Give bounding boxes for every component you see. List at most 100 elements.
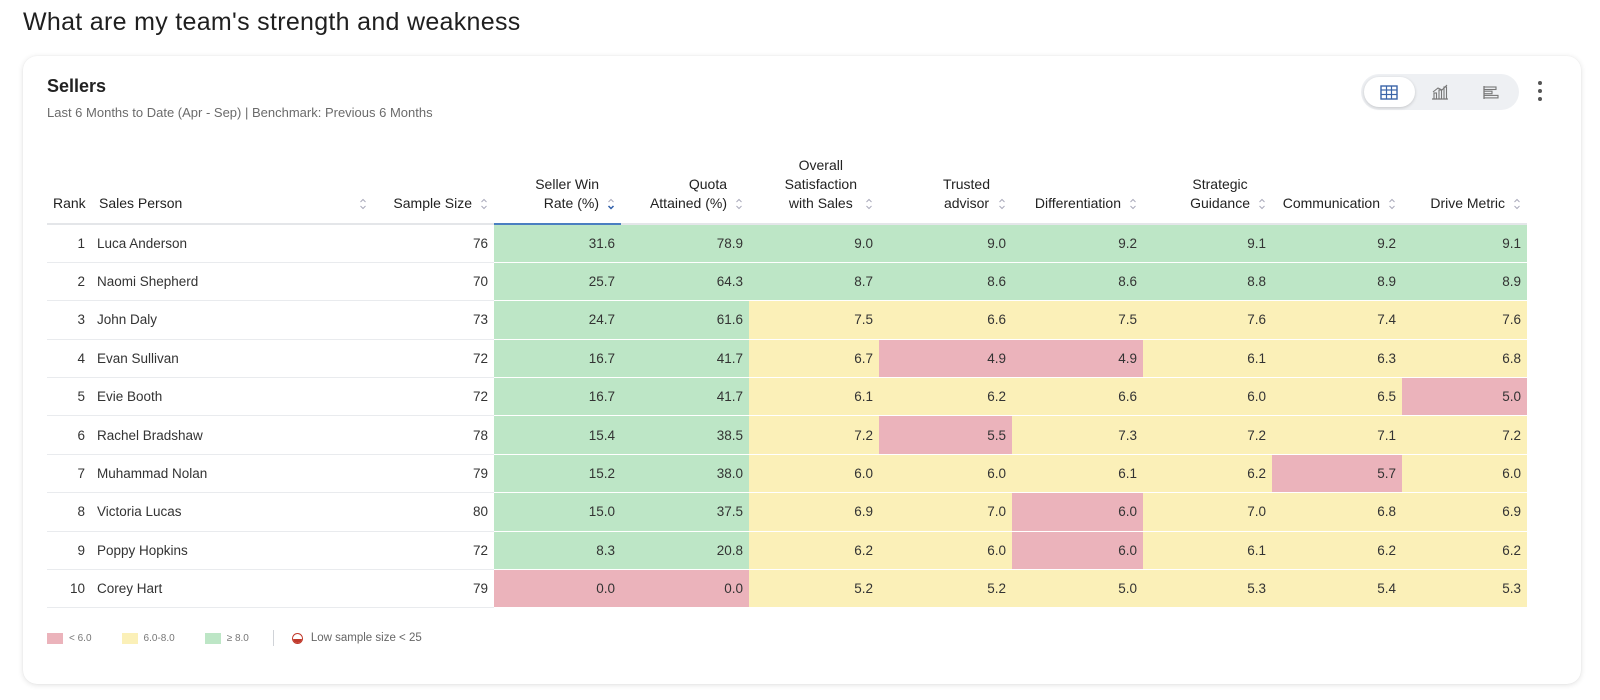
- cell-communication: 6.2: [1272, 531, 1402, 571]
- cell-trusted-advisor: 6.2: [879, 377, 1012, 417]
- column-header-trusted-advisor[interactable]: Trusted advisor: [879, 148, 1012, 225]
- cell-overall-satisfaction: 6.0: [749, 454, 879, 494]
- cell-rank: 8: [47, 492, 93, 532]
- cell-seller-win-rate: 16.7: [494, 377, 621, 417]
- cell-strategic-guidance: 5.3: [1143, 569, 1272, 609]
- table-row[interactable]: 8 Victoria Lucas 80 15.0 37.5 6.9 7.0 6.0 7.0 6.8…: [47, 492, 1527, 532]
- column-header-strategic-guidance[interactable]: Strategic Guidance: [1143, 148, 1272, 225]
- sort-descending-icon[interactable]: [607, 197, 615, 211]
- table-row[interactable]: 7 Muhammad Nolan 79 15.2 38.0 6.0 6.0 6.1 6.2 5.7…: [47, 454, 1527, 494]
- cell-overall-satisfaction: 6.2: [749, 531, 879, 571]
- cell-seller-win-rate: 8.3: [494, 531, 621, 571]
- cell-sales-person: Evie Booth: [93, 377, 373, 417]
- sort-icon[interactable]: [1513, 197, 1521, 211]
- cell-quota-attained: 41.7: [621, 377, 749, 417]
- cell-quota-attained: 78.9: [621, 224, 749, 263]
- cell-seller-win-rate: 16.7: [494, 339, 621, 379]
- card-subtitle: Last 6 Months to Date (Apr - Sep) | Benc…: [47, 105, 433, 120]
- cell-differentiation: 9.2: [1012, 224, 1143, 263]
- sort-icon[interactable]: [735, 197, 743, 211]
- cell-quota-attained: 38.5: [621, 415, 749, 455]
- cell-overall-satisfaction: 5.2: [749, 569, 879, 609]
- cell-quota-attained: 61.6: [621, 300, 749, 340]
- legend-swatch-yellow: [121, 632, 138, 644]
- cell-sales-person: Evan Sullivan: [93, 339, 373, 379]
- sort-icon[interactable]: [865, 197, 873, 211]
- chart-view-icon: [1432, 84, 1448, 100]
- column-header-seller-win-rate[interactable]: Seller Win Rate (%): [494, 148, 621, 225]
- cell-rank: 9: [47, 531, 93, 571]
- table-body: 1 Luca Anderson 76 31.6 78.9 9.0 9.0 9.2 9.1 9.2 9…: [47, 224, 1527, 609]
- cell-seller-win-rate: 15.0: [494, 492, 621, 532]
- column-header-communication[interactable]: Communication: [1272, 148, 1402, 225]
- cell-trusted-advisor: 4.9: [879, 339, 1012, 379]
- chart-view-button[interactable]: [1415, 77, 1466, 107]
- cell-differentiation: 8.6: [1012, 262, 1143, 302]
- legend-swatch-green: [204, 632, 221, 644]
- cell-rank: 6: [47, 415, 93, 455]
- column-header-rank: Rank: [47, 148, 93, 225]
- cell-trusted-advisor: 5.2: [879, 569, 1012, 609]
- cell-overall-satisfaction: 7.2: [749, 415, 879, 455]
- cell-communication: 5.4: [1272, 569, 1402, 609]
- sort-icon[interactable]: [359, 197, 367, 211]
- table-row[interactable]: 1 Luca Anderson 76 31.6 78.9 9.0 9.0 9.2 9.1 9.2 9…: [47, 224, 1527, 263]
- cell-communication: 9.2: [1272, 224, 1402, 263]
- cell-seller-win-rate: 15.2: [494, 454, 621, 494]
- cell-sample-size: 72: [373, 531, 494, 571]
- cell-drive-metric: 7.6: [1402, 300, 1527, 340]
- cell-drive-metric: 7.2: [1402, 415, 1527, 455]
- table-row[interactable]: 3 John Daly 73 24.7 61.6 7.5 6.6 7.5 7.6 7.4 7.6: [47, 300, 1527, 340]
- cell-drive-metric: 5.3: [1402, 569, 1527, 609]
- cell-differentiation: 6.0: [1012, 531, 1143, 571]
- sort-icon[interactable]: [998, 197, 1006, 211]
- legend-divider: [272, 630, 274, 646]
- table-row[interactable]: 10 Corey Hart 79 0.0 0.0 5.2 5.2 5.0 5.3 5.4 5.3: [47, 569, 1527, 609]
- column-header-differentiation[interactable]: Differentiation: [1012, 148, 1143, 225]
- cell-differentiation: 6.1: [1012, 454, 1143, 494]
- cell-drive-metric: 6.0: [1402, 454, 1527, 494]
- cell-sample-size: 70: [373, 262, 494, 302]
- cell-seller-win-rate: 15.4: [494, 415, 621, 455]
- column-header-quota-attained[interactable]: Quota Attained (%): [621, 148, 749, 225]
- cell-overall-satisfaction: 7.5: [749, 300, 879, 340]
- cell-quota-attained: 38.0: [621, 454, 749, 494]
- cell-rank: 10: [47, 569, 93, 609]
- cell-drive-metric: 9.1: [1402, 224, 1527, 263]
- legend-item-low-sample: Low sample size < 25: [291, 632, 422, 644]
- cell-trusted-advisor: 6.6: [879, 300, 1012, 340]
- cell-drive-metric: 6.9: [1402, 492, 1527, 532]
- cell-communication: 8.9: [1272, 262, 1402, 302]
- sort-icon[interactable]: [1129, 197, 1137, 211]
- table-row[interactable]: 2 Naomi Shepherd 70 25.7 64.3 8.7 8.6 8.6 8.8 8.9…: [47, 262, 1527, 302]
- cell-differentiation: 4.9: [1012, 339, 1143, 379]
- cell-rank: 7: [47, 454, 93, 494]
- more-options-icon[interactable]: [1533, 78, 1547, 104]
- column-header-sales-person[interactable]: Sales Person: [93, 148, 373, 225]
- cell-sales-person: Corey Hart: [93, 569, 373, 609]
- sort-icon[interactable]: [1258, 197, 1266, 211]
- legend-item-low: < 6.0: [47, 632, 92, 644]
- table-row[interactable]: 6 Rachel Bradshaw 78 15.4 38.5 7.2 5.5 7.3 7.2 7.…: [47, 415, 1527, 455]
- view-toggle: [1361, 74, 1519, 110]
- cell-overall-satisfaction: 8.7: [749, 262, 879, 302]
- cell-overall-satisfaction: 9.0: [749, 224, 879, 263]
- cell-overall-satisfaction: 6.1: [749, 377, 879, 417]
- column-header-overall-satisfaction[interactable]: Overall Satisfaction with Sales: [749, 148, 879, 225]
- cell-quota-attained: 20.8: [621, 531, 749, 571]
- bar-view-button[interactable]: [1465, 77, 1516, 107]
- sort-icon[interactable]: [1388, 197, 1396, 211]
- column-header-sample-size[interactable]: Sample Size: [373, 148, 494, 225]
- cell-sample-size: 73: [373, 300, 494, 340]
- table-row[interactable]: 5 Evie Booth 72 16.7 41.7 6.1 6.2 6.6 6.0 6.5 5.0: [47, 377, 1527, 417]
- table-view-button[interactable]: [1364, 77, 1415, 107]
- cell-sample-size: 80: [373, 492, 494, 532]
- cell-strategic-guidance: 7.6: [1143, 300, 1272, 340]
- table-row[interactable]: 9 Poppy Hopkins 72 8.3 20.8 6.2 6.0 6.0 6.1 6.2 6.…: [47, 531, 1527, 571]
- sellers-table: Rank Sales Person Sample Size: [47, 148, 1527, 609]
- column-header-drive-metric[interactable]: Drive Metric: [1402, 148, 1527, 225]
- table-row[interactable]: 4 Evan Sullivan 72 16.7 41.7 6.7 4.9 4.9 6.1 6.3 6…: [47, 339, 1527, 379]
- cell-sales-person: Victoria Lucas: [93, 492, 373, 532]
- sort-icon[interactable]: [480, 197, 488, 211]
- cell-differentiation: 6.6: [1012, 377, 1143, 417]
